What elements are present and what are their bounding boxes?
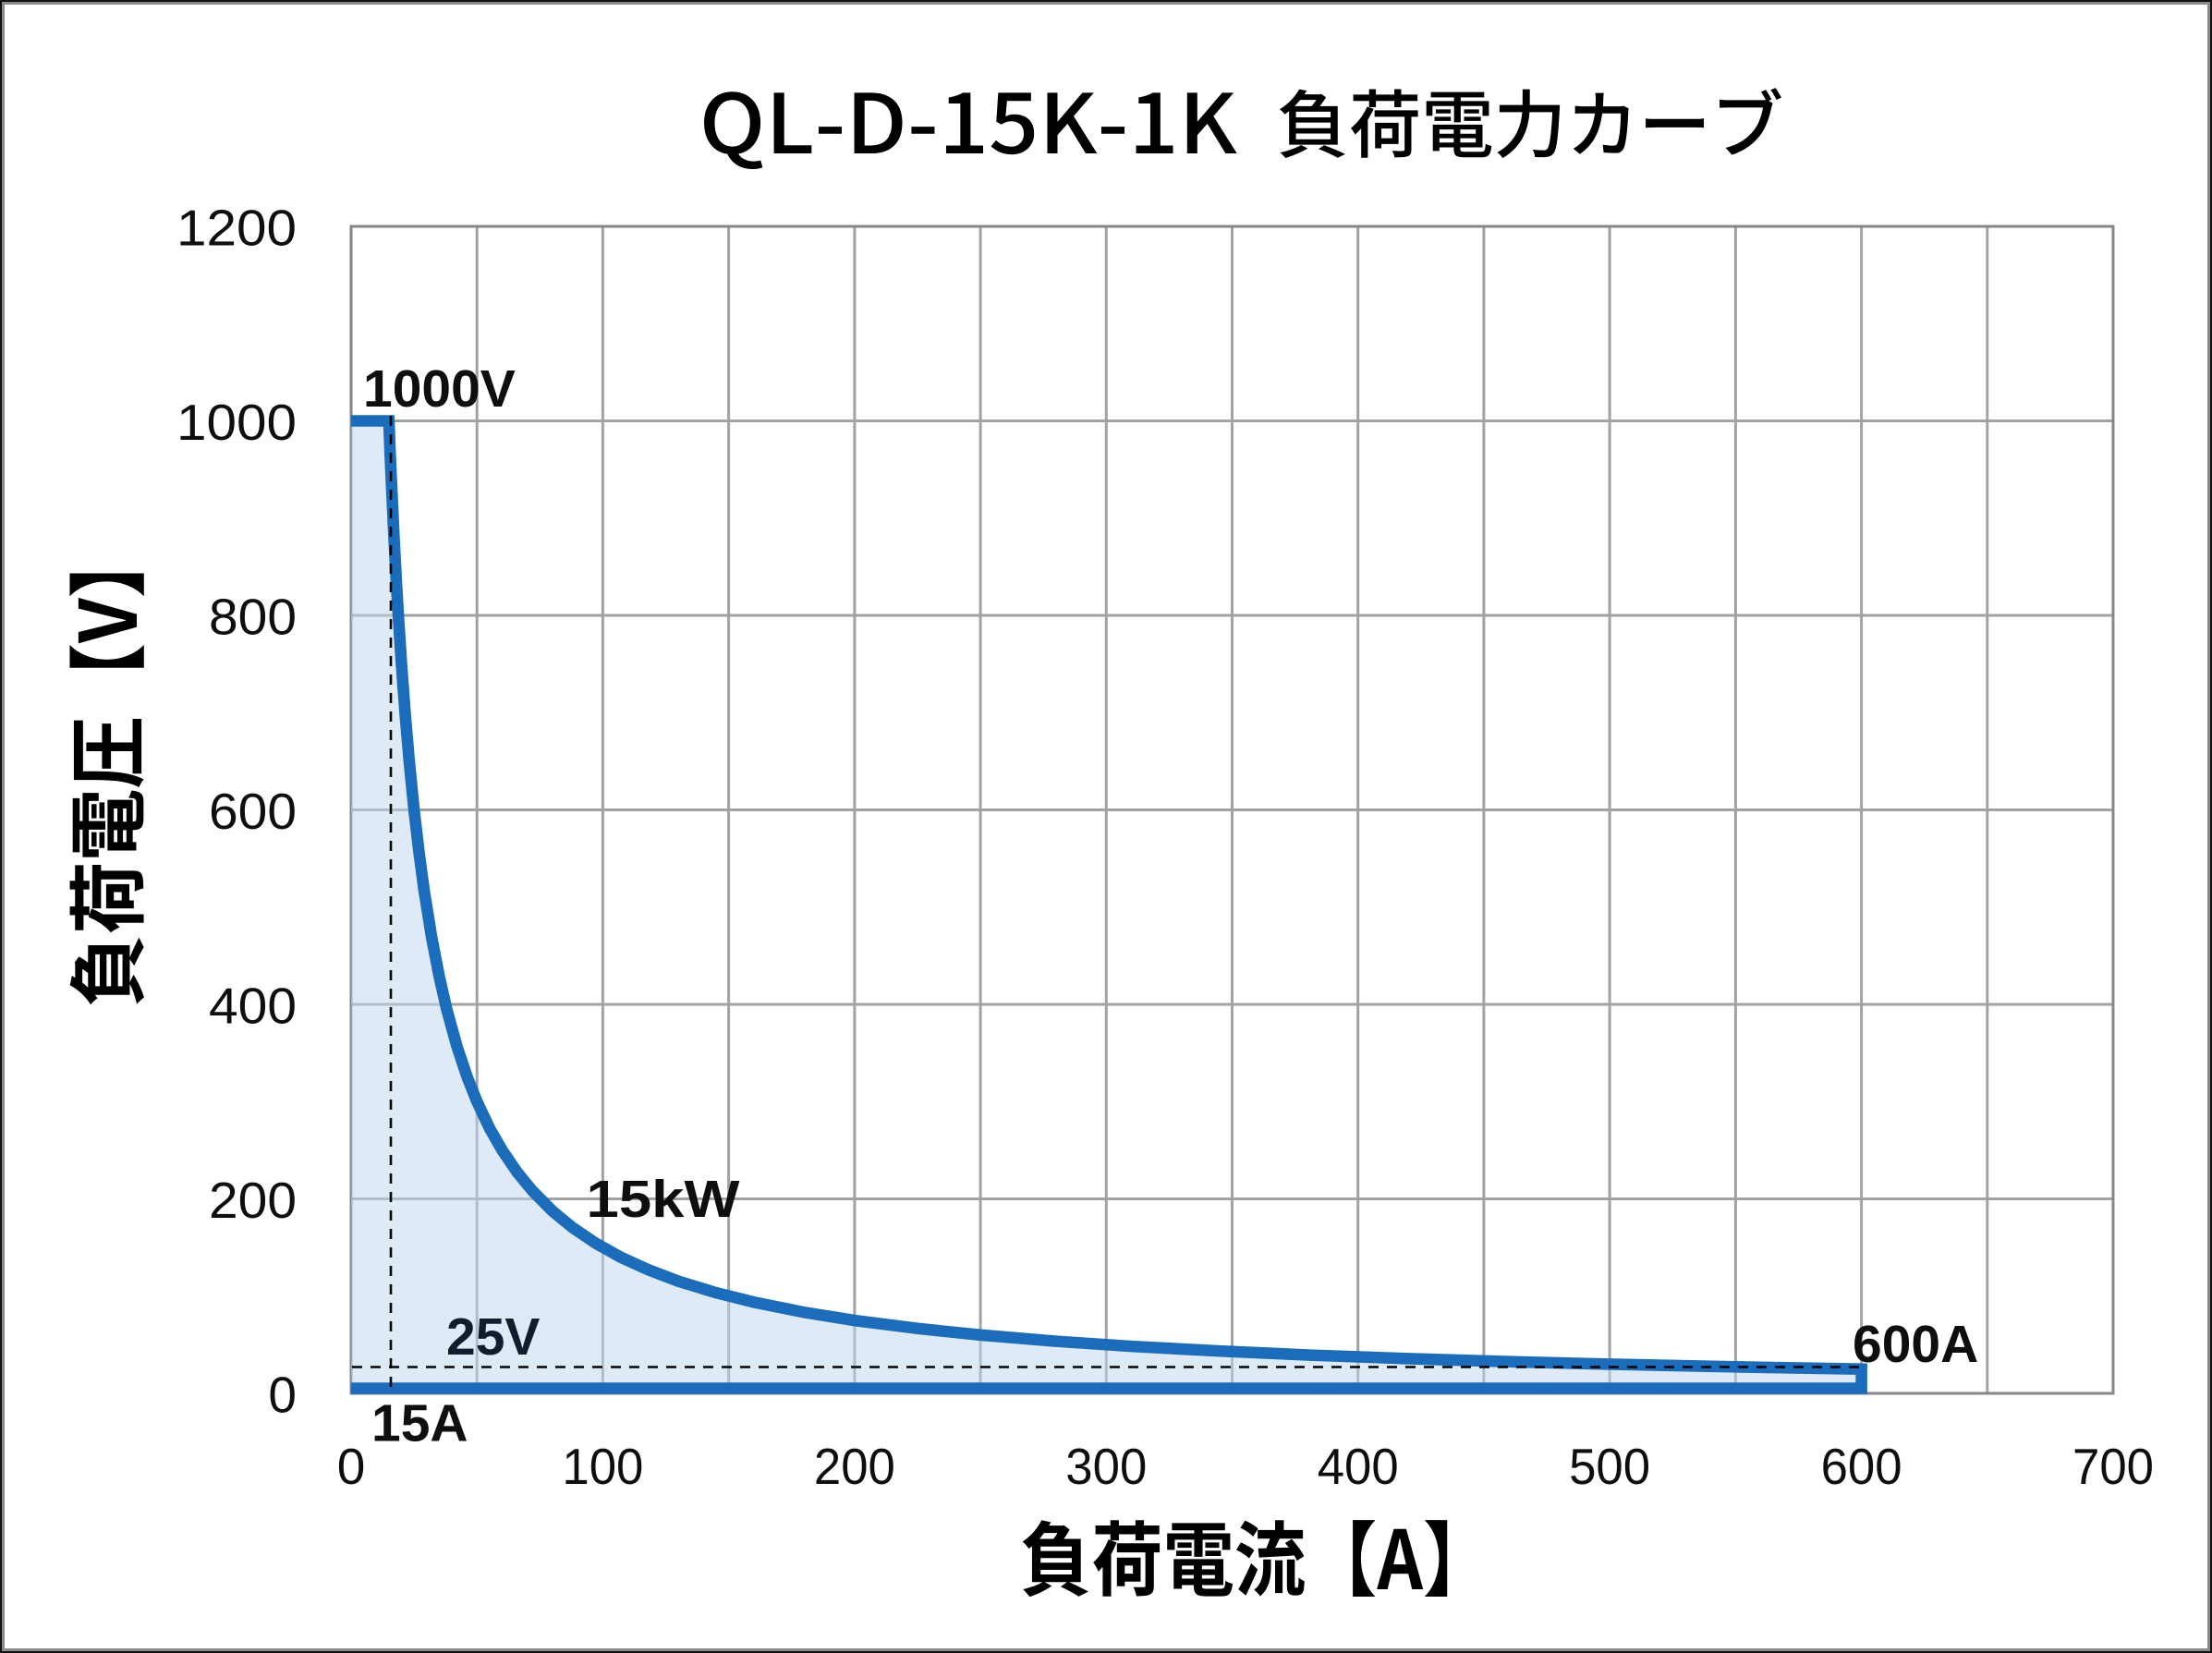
svg-text:400: 400 — [209, 978, 297, 1035]
svg-text:400: 400 — [1318, 1438, 1399, 1495]
svg-text:0: 0 — [337, 1438, 366, 1495]
svg-text:600: 600 — [1821, 1438, 1902, 1495]
svg-text:500: 500 — [1569, 1438, 1650, 1495]
svg-text:1000V: 1000V — [363, 359, 516, 419]
svg-text:200: 200 — [209, 1172, 297, 1229]
svg-text:800: 800 — [209, 589, 297, 646]
svg-text:300: 300 — [1065, 1438, 1147, 1495]
svg-text:15A: 15A — [371, 1394, 468, 1453]
svg-text:700: 700 — [2072, 1438, 2154, 1495]
svg-text:600: 600 — [209, 783, 297, 840]
svg-text:200: 200 — [814, 1438, 895, 1495]
svg-text:25V: 25V — [446, 1307, 540, 1367]
svg-text:600A: 600A — [1853, 1315, 1978, 1374]
svg-text:1200: 1200 — [176, 200, 297, 257]
svg-text:100: 100 — [562, 1438, 643, 1495]
svg-text:15kW: 15kW — [587, 1170, 740, 1229]
svg-text:1000: 1000 — [176, 394, 297, 451]
svg-text:0: 0 — [268, 1367, 297, 1424]
